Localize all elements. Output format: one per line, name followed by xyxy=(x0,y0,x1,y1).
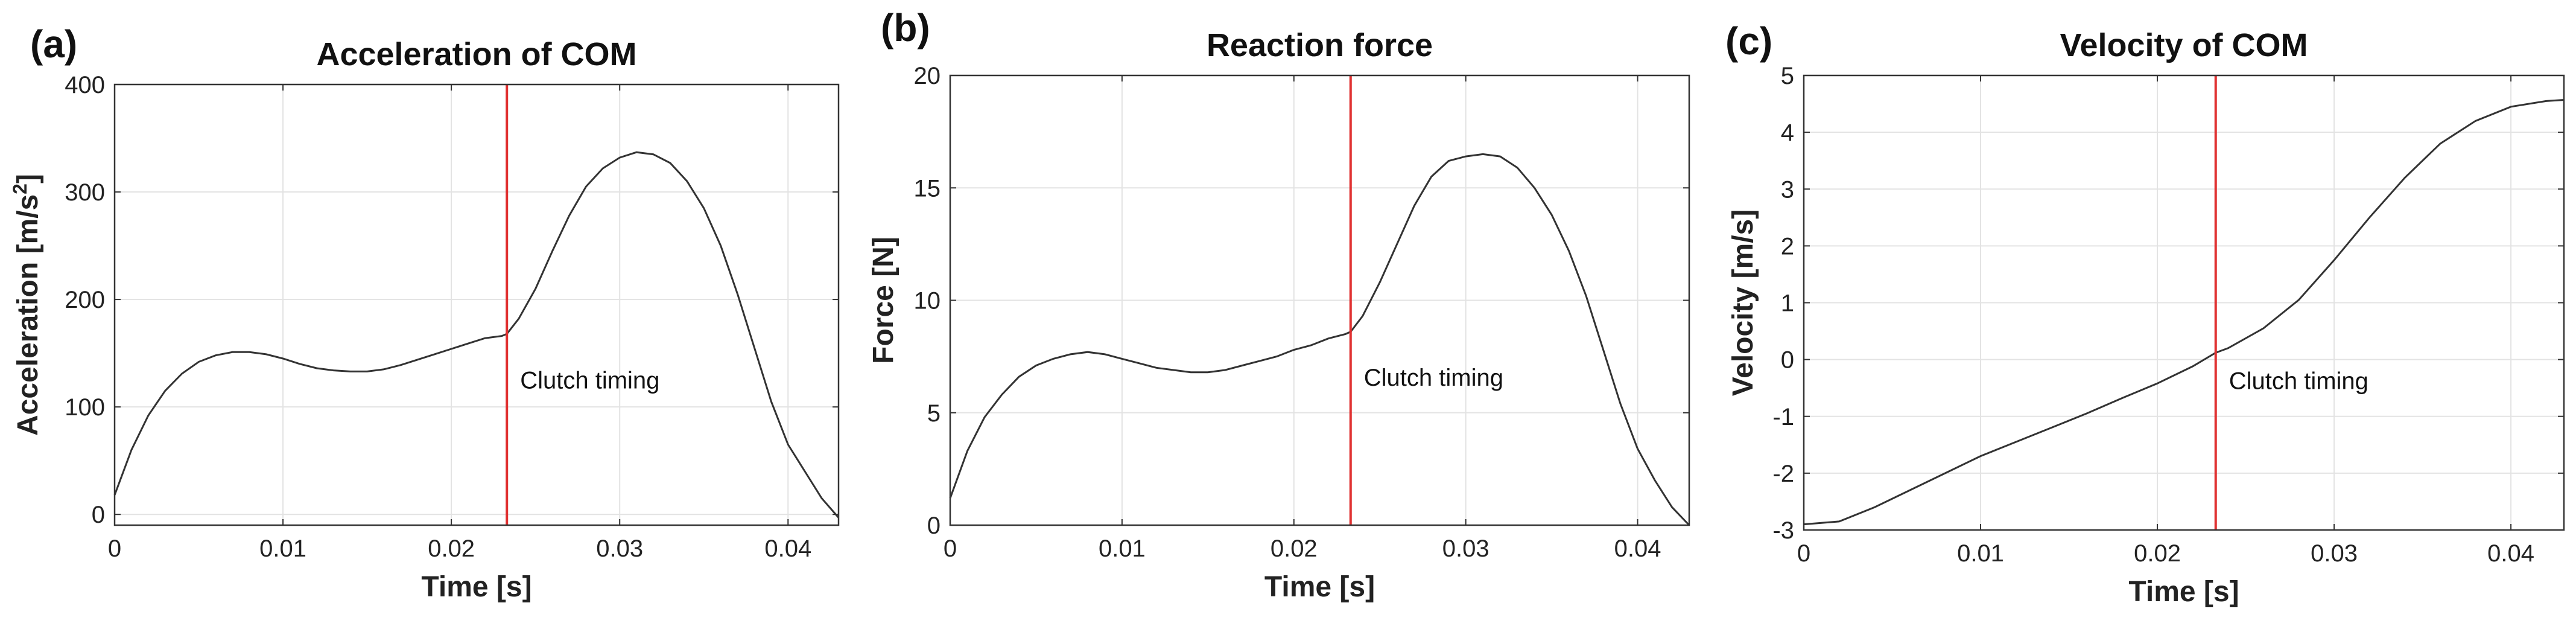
y-axis-label-end: ] xyxy=(12,174,44,184)
y-tick-label: -3 xyxy=(1772,517,1794,544)
clutch-timing-label: Clutch timing xyxy=(520,368,659,394)
y-tick-label: 15 xyxy=(914,175,941,202)
chart-panel-0: 0 0.01 0.02 0.03 0.04 0 100 200 300 400 Clutch tim… xyxy=(9,22,840,603)
y-tick-label: 4 xyxy=(1781,120,1794,146)
axes-frame xyxy=(949,74,1690,526)
x-axis-label: Time [s] xyxy=(2128,576,2239,608)
panel-tag: (a) xyxy=(30,22,77,66)
y-tick-label: 2 xyxy=(1781,233,1794,260)
series-line xyxy=(113,151,840,519)
x-tick-label: 0.01 xyxy=(259,535,306,562)
y-tick-label: -2 xyxy=(1772,461,1794,487)
x-tick-label: 0 xyxy=(1797,540,1810,567)
chart-title: Acceleration of COM xyxy=(316,36,636,72)
x-axis-label: Time [s] xyxy=(1264,571,1375,603)
y-tick-label: 5 xyxy=(927,400,941,427)
y-axis-label: Velocity [m/s] xyxy=(1727,209,1759,396)
x-tick-label: 0.02 xyxy=(428,535,475,562)
x-tick-label: 0 xyxy=(108,535,121,562)
x-axis-label: Time [s] xyxy=(421,571,531,603)
x-tick-label: 0.02 xyxy=(2134,540,2181,567)
y-tick-label: 10 xyxy=(914,288,941,314)
y-tick-label: 100 xyxy=(65,394,105,421)
panel-tag: (b) xyxy=(881,6,930,49)
y-tick-label: 3 xyxy=(1781,176,1794,203)
y-tick-label: 5 xyxy=(1781,63,1794,89)
x-tick-label: 0 xyxy=(944,535,957,562)
y-axis-label: Force [N] xyxy=(868,237,899,364)
y-axis-label-text: Force [N] xyxy=(868,237,899,364)
clutch-timing-label: Clutch timing xyxy=(1364,365,1503,391)
x-tick-label: 0.04 xyxy=(764,535,811,562)
plot-area xyxy=(115,85,839,525)
series-line xyxy=(949,153,1690,526)
panel-tag: (c) xyxy=(1725,19,1772,63)
y-tick-label: 0 xyxy=(1781,347,1794,374)
y-tick-label: 0 xyxy=(92,502,105,528)
chart-panel-1: 0 0.01 0.02 0.03 0.04 0 5 10 15 20 Clutch timing Re… xyxy=(868,6,1690,603)
y-tick-label: 1 xyxy=(1781,290,1794,317)
y-tick-label: 400 xyxy=(65,72,105,98)
clutch-timing-label: Clutch timing xyxy=(2229,368,2368,395)
y-tick-label: 300 xyxy=(65,179,105,206)
chart-title: Reaction force xyxy=(1207,27,1433,63)
axes-frame xyxy=(113,83,840,526)
series-line xyxy=(1803,99,2565,526)
y-axis-label: Acceleration [m/s2] xyxy=(9,174,44,436)
chart-title: Velocity of COM xyxy=(2060,27,2308,63)
y-axis-label-sup: 2 xyxy=(9,184,31,194)
y-tick-label: -1 xyxy=(1772,404,1794,430)
y-tick-label: 200 xyxy=(65,287,105,313)
x-tick-label: 0.02 xyxy=(1271,535,1318,562)
y-tick-label: 20 xyxy=(914,63,941,89)
x-tick-label: 0.04 xyxy=(1614,535,1661,562)
x-tick-label: 0.04 xyxy=(2487,540,2534,567)
x-tick-label: 0.01 xyxy=(1957,540,2004,567)
y-axis-label-text: Acceleration [m/s xyxy=(12,194,44,436)
x-tick-label: 0.01 xyxy=(1099,535,1146,562)
chart-panel-2: 0 0.01 0.02 0.03 0.04 -3 -2 -1 0 1 2 3 4 5 Clutch timi… xyxy=(1725,19,2565,608)
x-tick-label: 0.03 xyxy=(596,535,643,562)
axes-frame xyxy=(1803,74,2565,531)
x-tick-label: 0.03 xyxy=(1442,535,1489,562)
y-tick-label: 0 xyxy=(927,512,941,539)
x-tick-label: 0.03 xyxy=(2311,540,2358,567)
y-axis-label-text: Velocity [m/s] xyxy=(1727,209,1759,396)
